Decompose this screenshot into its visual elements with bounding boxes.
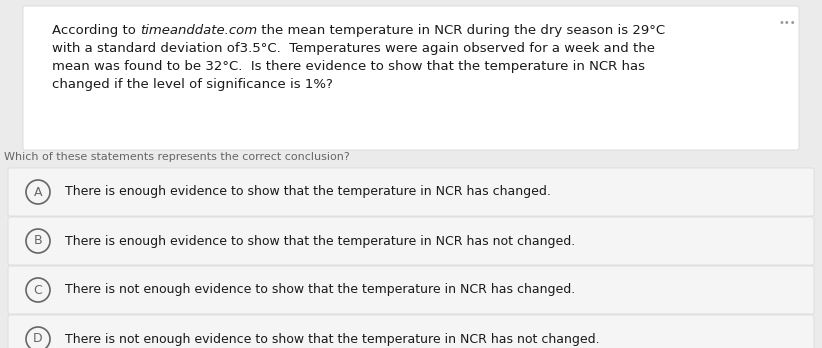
Text: Which of these statements represents the correct conclusion?: Which of these statements represents the…: [4, 152, 349, 162]
Text: A: A: [34, 185, 42, 198]
Text: There is not enough evidence to show that the temperature in NCR has not changed: There is not enough evidence to show tha…: [65, 332, 599, 346]
Text: There is enough evidence to show that the temperature in NCR has not changed.: There is enough evidence to show that th…: [65, 235, 575, 247]
FancyBboxPatch shape: [8, 266, 814, 314]
Text: changed if the level of significance is 1%?: changed if the level of significance is …: [52, 78, 333, 91]
FancyBboxPatch shape: [8, 217, 814, 265]
Text: B: B: [34, 235, 42, 247]
Text: with a standard deviation of3.5°C.  Temperatures were again observed for a week : with a standard deviation of3.5°C. Tempe…: [52, 42, 655, 55]
Text: C: C: [34, 284, 43, 296]
Text: timeanddate.com: timeanddate.com: [140, 24, 257, 37]
Text: mean was found to be 32°C.  Is there evidence to show that the temperature in NC: mean was found to be 32°C. Is there evid…: [52, 60, 645, 73]
Text: There is not enough evidence to show that the temperature in NCR has changed.: There is not enough evidence to show tha…: [65, 284, 575, 296]
Text: There is enough evidence to show that the temperature in NCR has changed.: There is enough evidence to show that th…: [65, 185, 551, 198]
Text: D: D: [33, 332, 43, 346]
FancyBboxPatch shape: [8, 315, 814, 348]
FancyBboxPatch shape: [23, 6, 799, 150]
Text: According to: According to: [52, 24, 140, 37]
FancyBboxPatch shape: [8, 168, 814, 216]
Text: the mean temperature in NCR during the dry season is 29°C: the mean temperature in NCR during the d…: [257, 24, 665, 37]
Text: •••: •••: [778, 18, 796, 28]
